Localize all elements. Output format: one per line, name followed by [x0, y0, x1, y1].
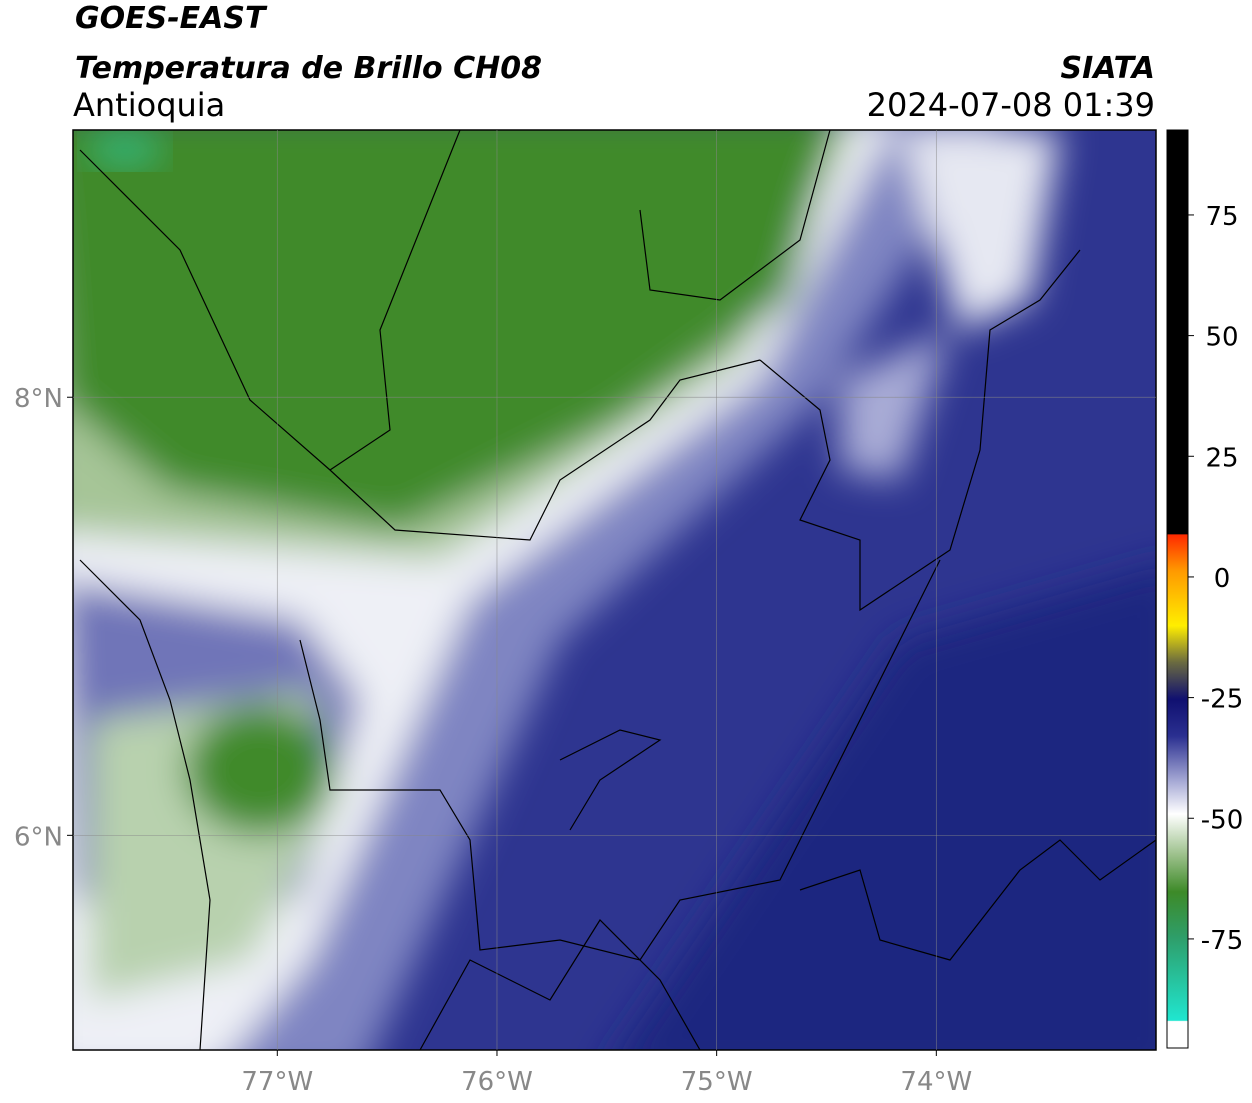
- colorbar-tick-label: 25: [1205, 443, 1238, 473]
- colorbar-tick-label: -50: [1201, 805, 1243, 835]
- colorbar: [1166, 129, 1189, 1049]
- x-tick-label: 75°W: [681, 1067, 753, 1097]
- title: GOES-EAST: [75, 1, 268, 36]
- y-tick-label: 8°N: [14, 384, 63, 414]
- map-frame: [72, 129, 1157, 1051]
- x-tick-label: 76°W: [461, 1067, 533, 1097]
- x-tick-label: 74°W: [900, 1067, 972, 1097]
- x-tick-label: 77°W: [241, 1067, 313, 1097]
- region: Antioquia: [73, 86, 225, 124]
- satellite-image: [73, 130, 1156, 1050]
- colorbar-tick-label: -75: [1201, 926, 1243, 956]
- colorbar-tick-label: 75: [1205, 202, 1238, 232]
- colorbar-tick-label: 50: [1205, 323, 1238, 353]
- subtitle: Temperatura de Brillo CH08: [75, 51, 542, 86]
- source: SIATA: [1061, 51, 1155, 86]
- y-tick-label: 6°N: [14, 822, 63, 852]
- datetime: 2024-07-08 01:39: [867, 86, 1155, 124]
- colorbar-tick-label: -25: [1201, 685, 1243, 715]
- colorbar-tick-label: 0: [1214, 564, 1231, 594]
